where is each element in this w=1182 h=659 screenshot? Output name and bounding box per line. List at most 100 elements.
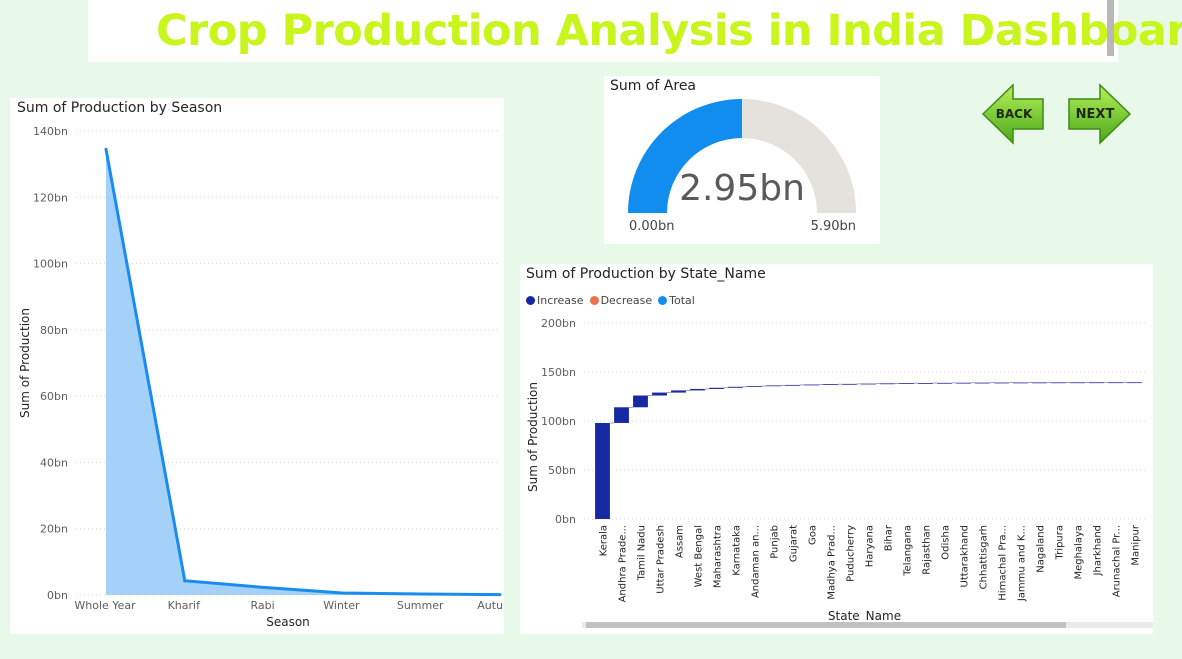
waterfall-bar	[1089, 382, 1104, 384]
x-tick-label: Haryana	[865, 525, 876, 567]
x-tick-label: Kerala	[599, 525, 610, 556]
production-by-season-card: Sum of Production by Season 0bn 20bn 40bn 6…	[10, 98, 521, 634]
waterfall-bar	[1051, 382, 1066, 384]
x-tick-label: Puducherry	[846, 525, 857, 582]
x-axis-title: Season	[266, 615, 310, 629]
x-tick-label: Tamil Nadu	[637, 525, 648, 581]
x-tick-label: Uttarakhand	[960, 525, 971, 587]
data-point	[340, 591, 344, 595]
x-tick-label: Whole Year	[74, 599, 136, 612]
x-tick-label: Meghalaya	[1074, 525, 1085, 580]
x-tick-label: Uttar Pradesh	[656, 525, 667, 594]
series-area	[106, 149, 500, 595]
x-tick-label: Arunachal Pr...	[1112, 525, 1123, 597]
waterfall-bar	[823, 384, 838, 386]
y-tick-label: 40bn	[40, 456, 68, 469]
series-line	[104, 148, 501, 597]
x-tick-label: Bihar	[884, 524, 895, 551]
state-chart-legend: Increase Decrease Total	[526, 294, 695, 307]
waterfall-bar	[842, 383, 857, 385]
y-tick-label: 0bn	[555, 513, 576, 526]
sum-of-area-card: Sum of Area 2.95bn 0.00bn 5.90bn	[604, 76, 880, 244]
season-chart: 0bn 20bn 40bn 60bn 80bn 100bn 120bn 140bn Whole …	[18, 125, 521, 629]
x-tick-label: Telangana	[903, 525, 914, 577]
x-tick-label: Tripura	[1055, 525, 1066, 560]
gauge-title: Sum of Area	[610, 78, 697, 94]
y-tick-label: 50bn	[548, 464, 576, 477]
waterfall-bar	[804, 384, 819, 386]
x-tick-label: Summer	[397, 599, 444, 612]
scrollbar-thumb[interactable]	[586, 622, 1066, 628]
x-tick-label: Assam	[675, 525, 686, 558]
x-tick-label: Gujarat	[789, 525, 800, 562]
season-chart-title: Sum of Production by Season	[17, 100, 223, 116]
y-axis-title: Sum of Production	[526, 382, 540, 492]
back-label: BACK	[996, 107, 1033, 121]
gauge-value: 2.95bn	[679, 168, 805, 209]
x-tick-label: Winter	[323, 599, 360, 612]
y-tick-label: 150bn	[541, 366, 576, 379]
waterfall-bar	[994, 382, 1009, 384]
x-tick-label: Manipur	[1131, 524, 1142, 566]
waterfall-bar	[633, 395, 648, 408]
data-point	[183, 579, 187, 583]
y-tick-label: 60bn	[40, 390, 68, 403]
legend-total: Total	[658, 294, 695, 307]
title-scrollbar[interactable]	[1107, 0, 1114, 56]
next-button[interactable]: NEXT	[1066, 81, 1133, 147]
waterfall-bar	[918, 383, 933, 384]
x-tick-label: Karnataka	[732, 525, 743, 576]
x-tick-label: West Bengal	[694, 525, 705, 587]
x-tick-label: Andhra Prade...	[618, 525, 629, 602]
x-tick-label: Rajasthan	[922, 525, 933, 575]
legend-decrease: Decrease	[589, 294, 652, 307]
waterfall-bar	[1108, 382, 1123, 384]
x-tick-label: Rabi	[251, 599, 275, 612]
y-tick-label: 200bn	[541, 317, 576, 330]
y-tick-label: 0bn	[47, 589, 68, 602]
x-tick-label: Himachal Pra...	[998, 525, 1009, 601]
state-chart-title: Sum of Production by State_Name	[526, 266, 766, 282]
waterfall-bar	[595, 422, 610, 519]
x-tick-label: Punjab	[770, 525, 781, 559]
data-point	[419, 592, 423, 596]
waterfall-bar	[614, 407, 629, 423]
y-tick-label: 80bn	[40, 324, 68, 337]
x-tick-label: Jammu and K...	[1017, 525, 1028, 602]
x-tick-label: Maharashtra	[713, 525, 724, 588]
x-tick-label: Jharkhand	[1093, 525, 1104, 576]
production-by-state-card: Sum of Production by State_Name Increase…	[520, 264, 1153, 634]
x-tick-label: Kharif	[168, 599, 202, 612]
x-tick-label: Goa	[808, 525, 819, 545]
area-gauge	[628, 99, 856, 213]
legend-increase: Increase	[526, 294, 584, 307]
waterfall-bar	[937, 382, 952, 384]
waterfall-bar	[880, 383, 895, 385]
right-arrow-icon: NEXT	[1068, 83, 1132, 145]
waterfall-bar	[766, 385, 781, 387]
data-point	[262, 585, 266, 589]
back-button[interactable]: BACK	[980, 81, 1046, 147]
waterfall-bar	[671, 390, 686, 393]
y-tick-label: 20bn	[40, 523, 68, 536]
x-tick-label: Madhya Prad...	[827, 525, 838, 600]
x-tick-label: Autumn	[477, 599, 504, 612]
waterfall-bar	[728, 386, 743, 388]
data-point	[498, 593, 502, 597]
y-tick-label: 100bn	[33, 258, 68, 271]
title-banner: Crop Production Analysis in India Dashbo…	[88, 0, 1182, 62]
next-label: NEXT	[1076, 107, 1115, 122]
y-axis-title: Sum of Production	[18, 308, 32, 418]
dashboard-title: Crop Production Analysis in India Dashbo…	[156, 6, 1182, 56]
gauge-fill	[628, 99, 742, 213]
waterfall-bar	[652, 392, 667, 396]
waterfall-bar	[899, 383, 914, 384]
gauge-min-label: 0.00bn	[629, 219, 675, 234]
waterfall-bar	[747, 386, 762, 387]
gauge-max-label: 5.90bn	[810, 219, 856, 234]
waterfall-bar	[1070, 382, 1085, 384]
y-tick-label: 100bn	[541, 415, 576, 428]
y-tick-label: 120bn	[33, 191, 68, 204]
waterfall-bar	[975, 382, 990, 384]
waterfall-bar	[861, 383, 876, 385]
